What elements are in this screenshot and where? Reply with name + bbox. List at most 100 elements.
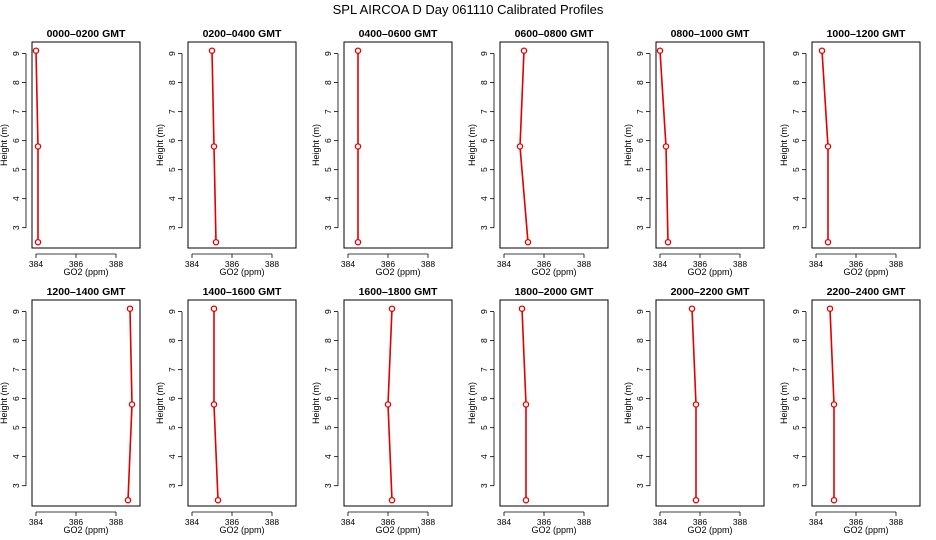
y-tick-label: 9	[323, 51, 333, 56]
plot-frame	[31, 299, 141, 507]
x-tick-label: 388	[421, 259, 435, 269]
x-tick-label: 384	[185, 517, 199, 527]
data-point	[354, 47, 362, 54]
plot-frame	[187, 41, 297, 249]
plot-frame	[655, 41, 765, 249]
x-tick-label: 386	[225, 517, 239, 527]
y-tick-label: 6	[11, 138, 21, 143]
y-tick-label: 4	[11, 454, 21, 459]
y-tick-label: 5	[791, 167, 801, 172]
data-point	[354, 238, 362, 246]
x-axis-label: GO2 (ppm)	[687, 525, 732, 535]
main-title: SPL AIRCOA D Day 061110 Calibrated Profi…	[333, 2, 604, 17]
y-axis-label: Height (m)	[0, 382, 9, 424]
x-axis-label: GO2 (ppm)	[375, 267, 420, 277]
data-point	[818, 47, 826, 54]
panel-title: 0200–0400 GMT	[203, 28, 282, 40]
y-tick-label: 5	[479, 425, 489, 430]
y-tick-label: 9	[791, 51, 801, 56]
y-tick-label: 6	[635, 138, 645, 143]
y-tick-label: 9	[11, 51, 21, 56]
x-tick-label: 386	[381, 259, 395, 269]
data-point	[210, 143, 218, 150]
x-tick-label: 384	[809, 517, 823, 527]
y-tick-label: 6	[323, 396, 333, 401]
plot-frame	[31, 41, 141, 249]
data-point	[524, 238, 532, 246]
data-point	[830, 496, 838, 504]
data-point	[692, 496, 700, 504]
data-point	[210, 401, 218, 408]
y-tick-label: 4	[11, 196, 21, 201]
x-axis-label: GO2 (ppm)	[843, 525, 888, 535]
x-axis-label: GO2 (ppm)	[531, 267, 576, 277]
y-tick-label: 3	[791, 483, 801, 488]
y-tick-label: 3	[323, 483, 333, 488]
data-point	[388, 496, 396, 504]
plot-frame	[187, 299, 297, 507]
y-tick-label: 4	[479, 196, 489, 201]
x-tick-label: 386	[537, 517, 551, 527]
data-point	[388, 305, 396, 312]
x-tick-label: 384	[653, 259, 667, 269]
data-point	[692, 401, 700, 408]
y-tick-label: 8	[11, 80, 21, 85]
y-tick-label: 4	[167, 196, 177, 201]
data-point	[212, 238, 220, 246]
plot-frame	[811, 299, 921, 507]
y-tick-label: 6	[635, 396, 645, 401]
x-tick-label: 388	[733, 517, 747, 527]
x-tick-label: 386	[69, 259, 83, 269]
data-point	[656, 47, 664, 54]
data-point	[32, 47, 40, 54]
y-tick-label: 3	[167, 225, 177, 230]
y-tick-label: 9	[167, 309, 177, 314]
y-tick-label: 8	[167, 338, 177, 343]
y-tick-label: 5	[167, 167, 177, 172]
y-axis-label: Height (m)	[623, 124, 633, 166]
y-tick-label: 7	[11, 109, 21, 114]
data-point	[34, 143, 42, 150]
x-axis-label: GO2 (ppm)	[687, 267, 732, 277]
y-tick-label: 8	[791, 338, 801, 343]
y-tick-label: 9	[11, 309, 21, 314]
x-tick-label: 386	[849, 517, 863, 527]
data-point	[662, 143, 670, 150]
y-tick-label: 5	[323, 425, 333, 430]
y-tick-label: 5	[635, 425, 645, 430]
y-tick-label: 7	[791, 109, 801, 114]
y-tick-label: 7	[167, 109, 177, 114]
y-tick-label: 4	[167, 454, 177, 459]
panel-title: 1000–1200 GMT	[827, 28, 906, 40]
y-axis-label: Height (m)	[0, 124, 9, 166]
data-point	[522, 401, 530, 408]
x-tick-label: 388	[889, 517, 903, 527]
y-tick-label: 6	[167, 396, 177, 401]
x-tick-label: 384	[29, 259, 43, 269]
y-axis-label: Height (m)	[311, 382, 321, 424]
data-point	[208, 47, 216, 54]
y-tick-label: 8	[479, 80, 489, 85]
x-tick-label: 386	[225, 259, 239, 269]
y-axis-label: Height (m)	[623, 382, 633, 424]
y-tick-label: 4	[323, 454, 333, 459]
y-axis-label: Height (m)	[779, 382, 789, 424]
y-tick-label: 6	[11, 396, 21, 401]
data-point	[824, 143, 832, 150]
y-axis-label: Height (m)	[467, 124, 477, 166]
panel-title: 0000–0200 GMT	[47, 28, 126, 40]
data-point	[664, 238, 672, 246]
data-point	[522, 496, 530, 504]
y-tick-label: 7	[635, 367, 645, 372]
y-tick-label: 5	[11, 167, 21, 172]
x-tick-label: 388	[577, 259, 591, 269]
y-tick-label: 9	[479, 309, 489, 314]
x-tick-label: 384	[29, 517, 43, 527]
x-tick-label: 384	[497, 259, 511, 269]
